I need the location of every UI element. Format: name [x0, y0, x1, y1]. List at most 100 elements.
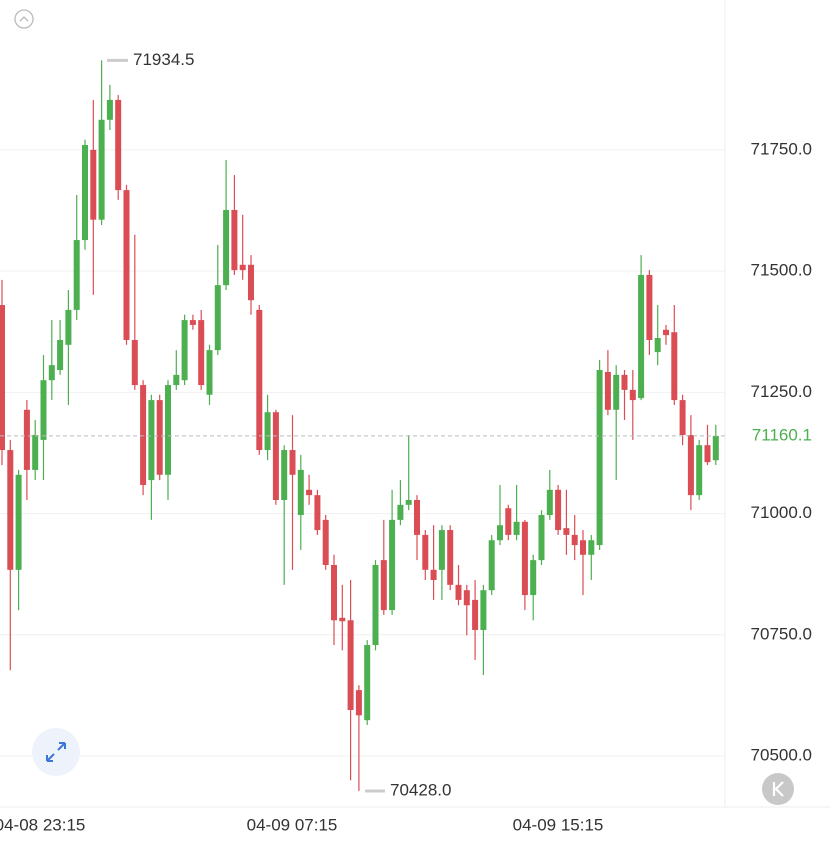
candle-body	[414, 499, 420, 535]
candle-body	[289, 450, 296, 475]
candle-body	[115, 99, 122, 191]
collapse-button[interactable]	[14, 9, 34, 29]
candle-body	[712, 435, 719, 461]
expand-button[interactable]	[32, 728, 80, 776]
candle-body	[82, 145, 88, 241]
candle-body	[430, 569, 437, 581]
candle-body	[679, 400, 686, 436]
candle-body	[638, 274, 645, 399]
candle-body	[663, 329, 669, 336]
min-marker-label: 70428.0	[390, 780, 451, 799]
candle-body	[505, 508, 512, 535]
candle-body	[405, 499, 412, 505]
candle-body	[347, 620, 354, 710]
y-tick-label: 71750.0	[751, 139, 812, 158]
candle-body	[447, 530, 454, 585]
candle-body	[438, 530, 445, 570]
candle-body	[272, 412, 279, 500]
candle-body	[588, 540, 595, 555]
candle-body	[140, 385, 147, 485]
candle-body	[223, 209, 230, 286]
max-marker-label: 71934.5	[133, 50, 194, 69]
candle-body	[173, 374, 180, 386]
candle-body	[372, 564, 379, 645]
candle-body	[671, 332, 678, 401]
x-tick-label: 04-08 23:15	[0, 815, 85, 834]
candle-body	[571, 534, 578, 546]
candle-body	[555, 489, 562, 531]
candle-body	[40, 380, 47, 440]
y-tick-label: 71000.0	[751, 503, 812, 522]
candle-body	[314, 495, 321, 531]
candle-body	[98, 119, 105, 220]
candle-body	[621, 374, 628, 390]
candle-body	[248, 264, 254, 301]
candle-body	[23, 409, 30, 470]
candle-body	[148, 400, 155, 481]
candle-body	[322, 519, 329, 565]
candle-body	[480, 590, 487, 630]
candle-body	[90, 149, 97, 220]
candle-body	[687, 435, 694, 496]
y-tick-label: 70750.0	[751, 624, 812, 643]
candle-body	[596, 370, 603, 546]
candle-body	[256, 309, 263, 451]
candle-body	[281, 450, 288, 500]
candle-body	[355, 690, 362, 716]
candle-body	[629, 389, 636, 401]
candle-body	[389, 519, 396, 611]
candle-body	[538, 515, 545, 561]
candle-body	[497, 525, 503, 541]
candle-body	[73, 240, 80, 310]
candle-body	[339, 617, 346, 622]
candle-body	[580, 540, 586, 555]
candle-body	[239, 264, 246, 271]
y-tick-label: 71500.0	[751, 261, 812, 280]
candle-body	[488, 540, 495, 591]
candle-body	[306, 489, 313, 496]
candle-body	[106, 99, 113, 120]
y-tick-label: 70500.0	[751, 746, 812, 765]
collapse-circle	[14, 9, 34, 29]
candle-body	[7, 450, 14, 570]
candle-body	[206, 350, 213, 395]
candle-body	[472, 599, 479, 630]
candle-body	[189, 320, 196, 325]
expand-icon	[46, 742, 66, 762]
expand-circle	[32, 728, 80, 776]
candle-body	[696, 445, 703, 496]
candle-body	[455, 584, 462, 600]
candle-body	[65, 309, 72, 345]
candle-body	[513, 521, 520, 535]
candle-body	[131, 339, 138, 386]
candle-body	[57, 339, 64, 371]
collapse-arrow	[19, 16, 29, 22]
candle-body	[123, 190, 130, 340]
candle-body	[364, 644, 371, 721]
candle-body	[654, 338, 661, 353]
candle-body	[530, 560, 537, 596]
y-tick-label: 71250.0	[751, 382, 812, 401]
candle-body	[613, 374, 620, 410]
candle-body	[156, 400, 163, 475]
candle-body	[15, 474, 22, 570]
last-price-label: 71160.1	[752, 425, 812, 444]
candle-body	[214, 285, 221, 351]
scroll-end-circle	[762, 773, 794, 805]
candle-body	[422, 534, 429, 570]
x-tick-label: 04-09 07:15	[247, 815, 338, 834]
candle-body	[198, 320, 205, 386]
x-tick-label: 04-09 15:15	[513, 815, 604, 834]
candle-body	[231, 209, 238, 271]
candle-body	[297, 469, 304, 516]
scroll-end-button[interactable]	[762, 773, 794, 805]
candle-body	[646, 274, 653, 340]
candle-body	[604, 371, 611, 410]
candle-body	[380, 560, 387, 611]
candle-body	[546, 489, 553, 516]
candle-body	[463, 590, 470, 606]
candle-body	[704, 445, 711, 463]
candle-body	[32, 435, 39, 470]
